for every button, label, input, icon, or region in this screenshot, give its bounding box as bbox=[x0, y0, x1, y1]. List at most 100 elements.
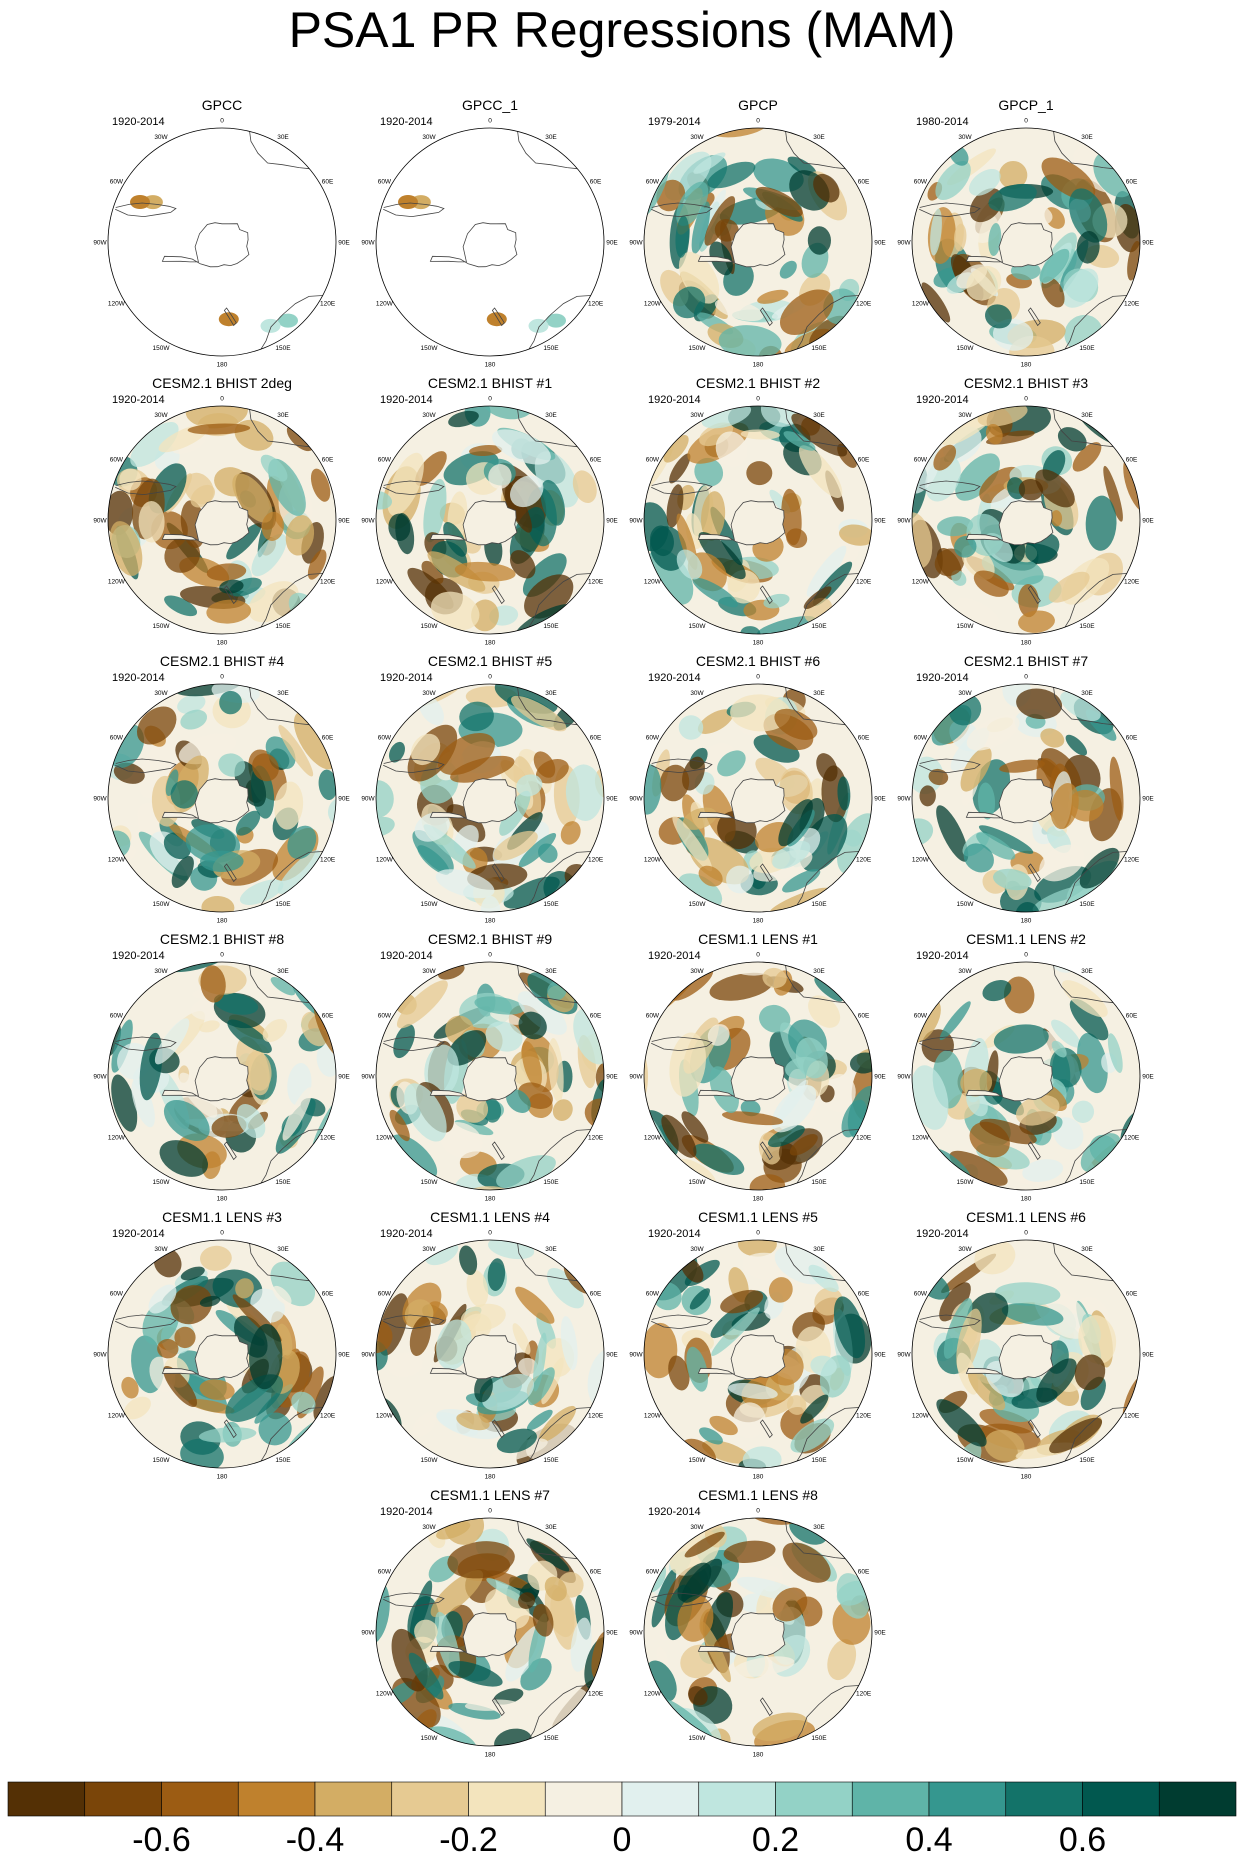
longitude-label: 150W bbox=[689, 901, 707, 908]
anomaly-blob bbox=[711, 1307, 760, 1357]
longitude-label: 30W bbox=[422, 1524, 436, 1531]
panel-title: CESM2.1 BHIST #9 bbox=[427, 931, 553, 947]
coastline bbox=[491, 585, 505, 605]
longitude-label: 90W bbox=[629, 1352, 643, 1359]
anomaly-blob bbox=[199, 1379, 235, 1401]
longitude-label: 180 bbox=[485, 1196, 496, 1203]
coastline bbox=[965, 1334, 1054, 1380]
polar-map: 0 30E 60E 90E 120E 150E 180 150W 120W 90W 60W 30W bbox=[897, 674, 1154, 925]
longitude-label: 90E bbox=[338, 518, 350, 525]
colorbar-tick-label: 0.4 bbox=[905, 1821, 953, 1859]
longitude-label: 150E bbox=[275, 345, 291, 352]
longitude-label: 30E bbox=[1081, 690, 1093, 697]
longitude-label: 30E bbox=[1081, 134, 1093, 141]
map-panel: CESM2.1 BHIST #3 1920-2014 0 30E 60E 90E 120E 1… bbox=[892, 374, 1160, 652]
longitude-label: 120E bbox=[1124, 1135, 1140, 1142]
coastline bbox=[528, 573, 591, 628]
anomaly-blob bbox=[663, 434, 689, 463]
longitude-label: 0 bbox=[756, 1508, 760, 1515]
anomaly-blob bbox=[434, 1611, 460, 1676]
anomaly-blob bbox=[376, 1580, 390, 1645]
anomaly-blob bbox=[496, 1155, 556, 1189]
longitude-label: 0 bbox=[220, 396, 224, 403]
anomaly-blob bbox=[560, 821, 581, 845]
longitude-label: 90E bbox=[874, 1352, 886, 1359]
colorbar-tick-label: -0.4 bbox=[285, 1821, 345, 1859]
coastline bbox=[965, 1056, 1054, 1102]
anomaly-blob bbox=[1079, 847, 1120, 889]
longitude-label: 60W bbox=[110, 1013, 124, 1020]
map-panel: CESM1.1 LENS #3 1920-2014 0 30E 60E 90E 120E 15… bbox=[88, 1208, 356, 1486]
longitude-label: 30W bbox=[690, 1246, 704, 1253]
anomaly-blob bbox=[680, 1644, 717, 1679]
anomaly-blob bbox=[1103, 465, 1123, 522]
coastline bbox=[796, 851, 859, 906]
anomaly-blob bbox=[454, 561, 516, 582]
polar-map: 0 30E 60E 90E 120E 150E 180 150W 120W 90W 60W 30W bbox=[93, 118, 350, 369]
map-border bbox=[375, 1239, 605, 1469]
anomaly-blob bbox=[1068, 188, 1108, 243]
longitude-label: 60W bbox=[646, 1291, 660, 1298]
longitude-label: 180 bbox=[753, 1752, 764, 1759]
anomaly-blob bbox=[730, 694, 791, 732]
anomaly-blob bbox=[778, 799, 813, 847]
longitude-label: 0 bbox=[488, 396, 492, 403]
map-panel: CESM2.1 BHIST #4 1920-2014 0 30E 60E 90E 120E 1… bbox=[88, 652, 356, 930]
anomaly-blob bbox=[837, 776, 851, 811]
longitude-label: 120W bbox=[376, 1135, 394, 1142]
anomaly-blob bbox=[415, 451, 447, 486]
anomaly-blob bbox=[693, 152, 726, 174]
anomaly-blob bbox=[387, 452, 424, 516]
anomaly-blob bbox=[1039, 844, 1085, 882]
anomaly-blob bbox=[448, 410, 479, 428]
anomaly-blob bbox=[686, 1346, 709, 1392]
longitude-label: 90W bbox=[361, 518, 375, 525]
polar-map: 0 30E 60E 90E 120E 150E 180 150W 120W 90W 60W 30W bbox=[629, 396, 886, 647]
coastline bbox=[115, 480, 177, 496]
longitude-label: 60W bbox=[646, 457, 660, 464]
longitude-label: 150W bbox=[153, 623, 171, 630]
map-border bbox=[643, 961, 873, 1191]
anomaly-blob bbox=[509, 506, 545, 565]
panel-years: 1920-2014 bbox=[916, 672, 969, 684]
anomaly-blob bbox=[121, 1376, 139, 1399]
longitude-label: 90W bbox=[361, 1074, 375, 1081]
coastline bbox=[1053, 1243, 1114, 1282]
anomaly-blob bbox=[389, 741, 405, 763]
coastline bbox=[517, 131, 578, 170]
anomaly-blob bbox=[396, 980, 448, 1029]
anomaly-blob bbox=[398, 195, 418, 209]
longitude-label: 90E bbox=[606, 796, 618, 803]
coastline bbox=[759, 1141, 773, 1161]
anomaly-blob bbox=[810, 1355, 837, 1377]
anomaly-blob bbox=[1035, 469, 1075, 508]
anomaly-blob bbox=[460, 1303, 506, 1332]
anomaly-blob bbox=[389, 1109, 410, 1142]
anomaly-blob bbox=[955, 453, 1000, 501]
anomaly-blob bbox=[248, 581, 299, 623]
longitude-label: 60E bbox=[322, 179, 334, 186]
map-panel: GPCC_1 1920-2014 0 30E 60E 90E 120E 150E 180 150W… bbox=[356, 96, 624, 374]
anomaly-blob bbox=[644, 764, 662, 815]
anomaly-blob bbox=[414, 812, 450, 842]
anomaly-blob bbox=[1074, 1354, 1106, 1391]
anomaly-blob bbox=[235, 1278, 254, 1299]
longitude-label: 90E bbox=[338, 240, 350, 247]
anomaly-blob bbox=[447, 1541, 515, 1579]
anomaly-blob bbox=[510, 475, 544, 508]
anomaly-blob bbox=[1015, 902, 1040, 912]
map-border bbox=[107, 683, 337, 913]
anomaly-blob bbox=[131, 1079, 155, 1128]
longitude-label: 30E bbox=[813, 690, 825, 697]
anomaly-blob bbox=[251, 533, 287, 577]
anomaly-blob bbox=[933, 444, 957, 471]
anomaly-blob bbox=[235, 810, 261, 836]
longitude-label: 150W bbox=[689, 1457, 707, 1464]
longitude-label: 60E bbox=[590, 457, 602, 464]
longitude-label: 30W bbox=[690, 1524, 704, 1531]
coastline bbox=[796, 573, 859, 628]
anomaly-blob bbox=[164, 595, 198, 617]
map-border bbox=[643, 127, 873, 357]
longitude-label: 30E bbox=[277, 1246, 289, 1253]
anomaly-blob bbox=[1060, 691, 1101, 722]
